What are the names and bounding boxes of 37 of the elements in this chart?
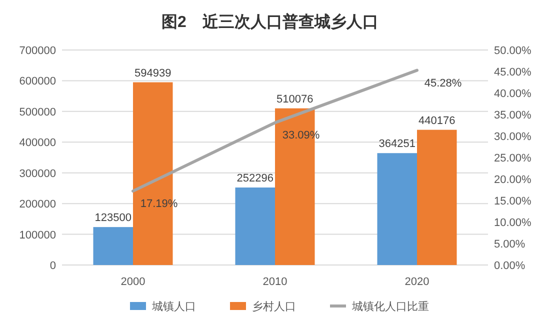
chart-title: 图2 近三次人口普查城乡人口 [162, 12, 378, 31]
y-tick-label: 200000 [19, 198, 56, 211]
y-tick-label: 300000 [19, 168, 56, 180]
bar [93, 227, 133, 265]
y-tick-label: 600000 [19, 76, 56, 88]
data-label: 364251 [378, 138, 416, 150]
y2-tick-label: 40.00% [494, 88, 532, 100]
data-label: 510076 [276, 93, 314, 106]
y-tick-label: 100000 [19, 229, 56, 242]
bar [417, 130, 457, 265]
y-tick-label: 700000 [19, 45, 56, 57]
y2-tick-label: 25.00% [494, 152, 532, 164]
y-tick-label: 0 [50, 260, 56, 272]
y2-tick-label: 10.00% [494, 217, 532, 229]
y-tick-label: 400000 [19, 137, 56, 150]
bar [377, 153, 417, 265]
legend-label: 乡村人口 [252, 300, 296, 313]
data-label: 440176 [418, 114, 456, 127]
data-label: 45.28% [424, 77, 462, 90]
y2-tick-label: 5.00% [494, 238, 526, 250]
x-tick-label: 2020 [404, 276, 430, 288]
y2-tick-label: 20.00% [494, 174, 532, 186]
y2-tick-label: 35.00% [494, 110, 532, 122]
x-tick-label: 2000 [120, 276, 146, 288]
y2-tick-label: 30.00% [494, 131, 532, 143]
legend-label: 城镇人口 [151, 300, 196, 313]
legend-label: 城镇化人口比重 [351, 300, 429, 313]
data-label: 123500 [94, 212, 132, 224]
y2-tick-label: 15.00% [494, 196, 532, 208]
y2-tick-label: 0.00% [494, 260, 526, 272]
y-tick-label: 500000 [19, 106, 56, 118]
y2-tick-label: 50.00% [494, 45, 532, 57]
x-tick-label: 2010 [262, 276, 288, 288]
data-label: 594939 [134, 67, 172, 80]
data-label: 252296 [236, 172, 274, 185]
y2-tick-label: 45.00% [494, 66, 532, 78]
bar [235, 188, 275, 265]
